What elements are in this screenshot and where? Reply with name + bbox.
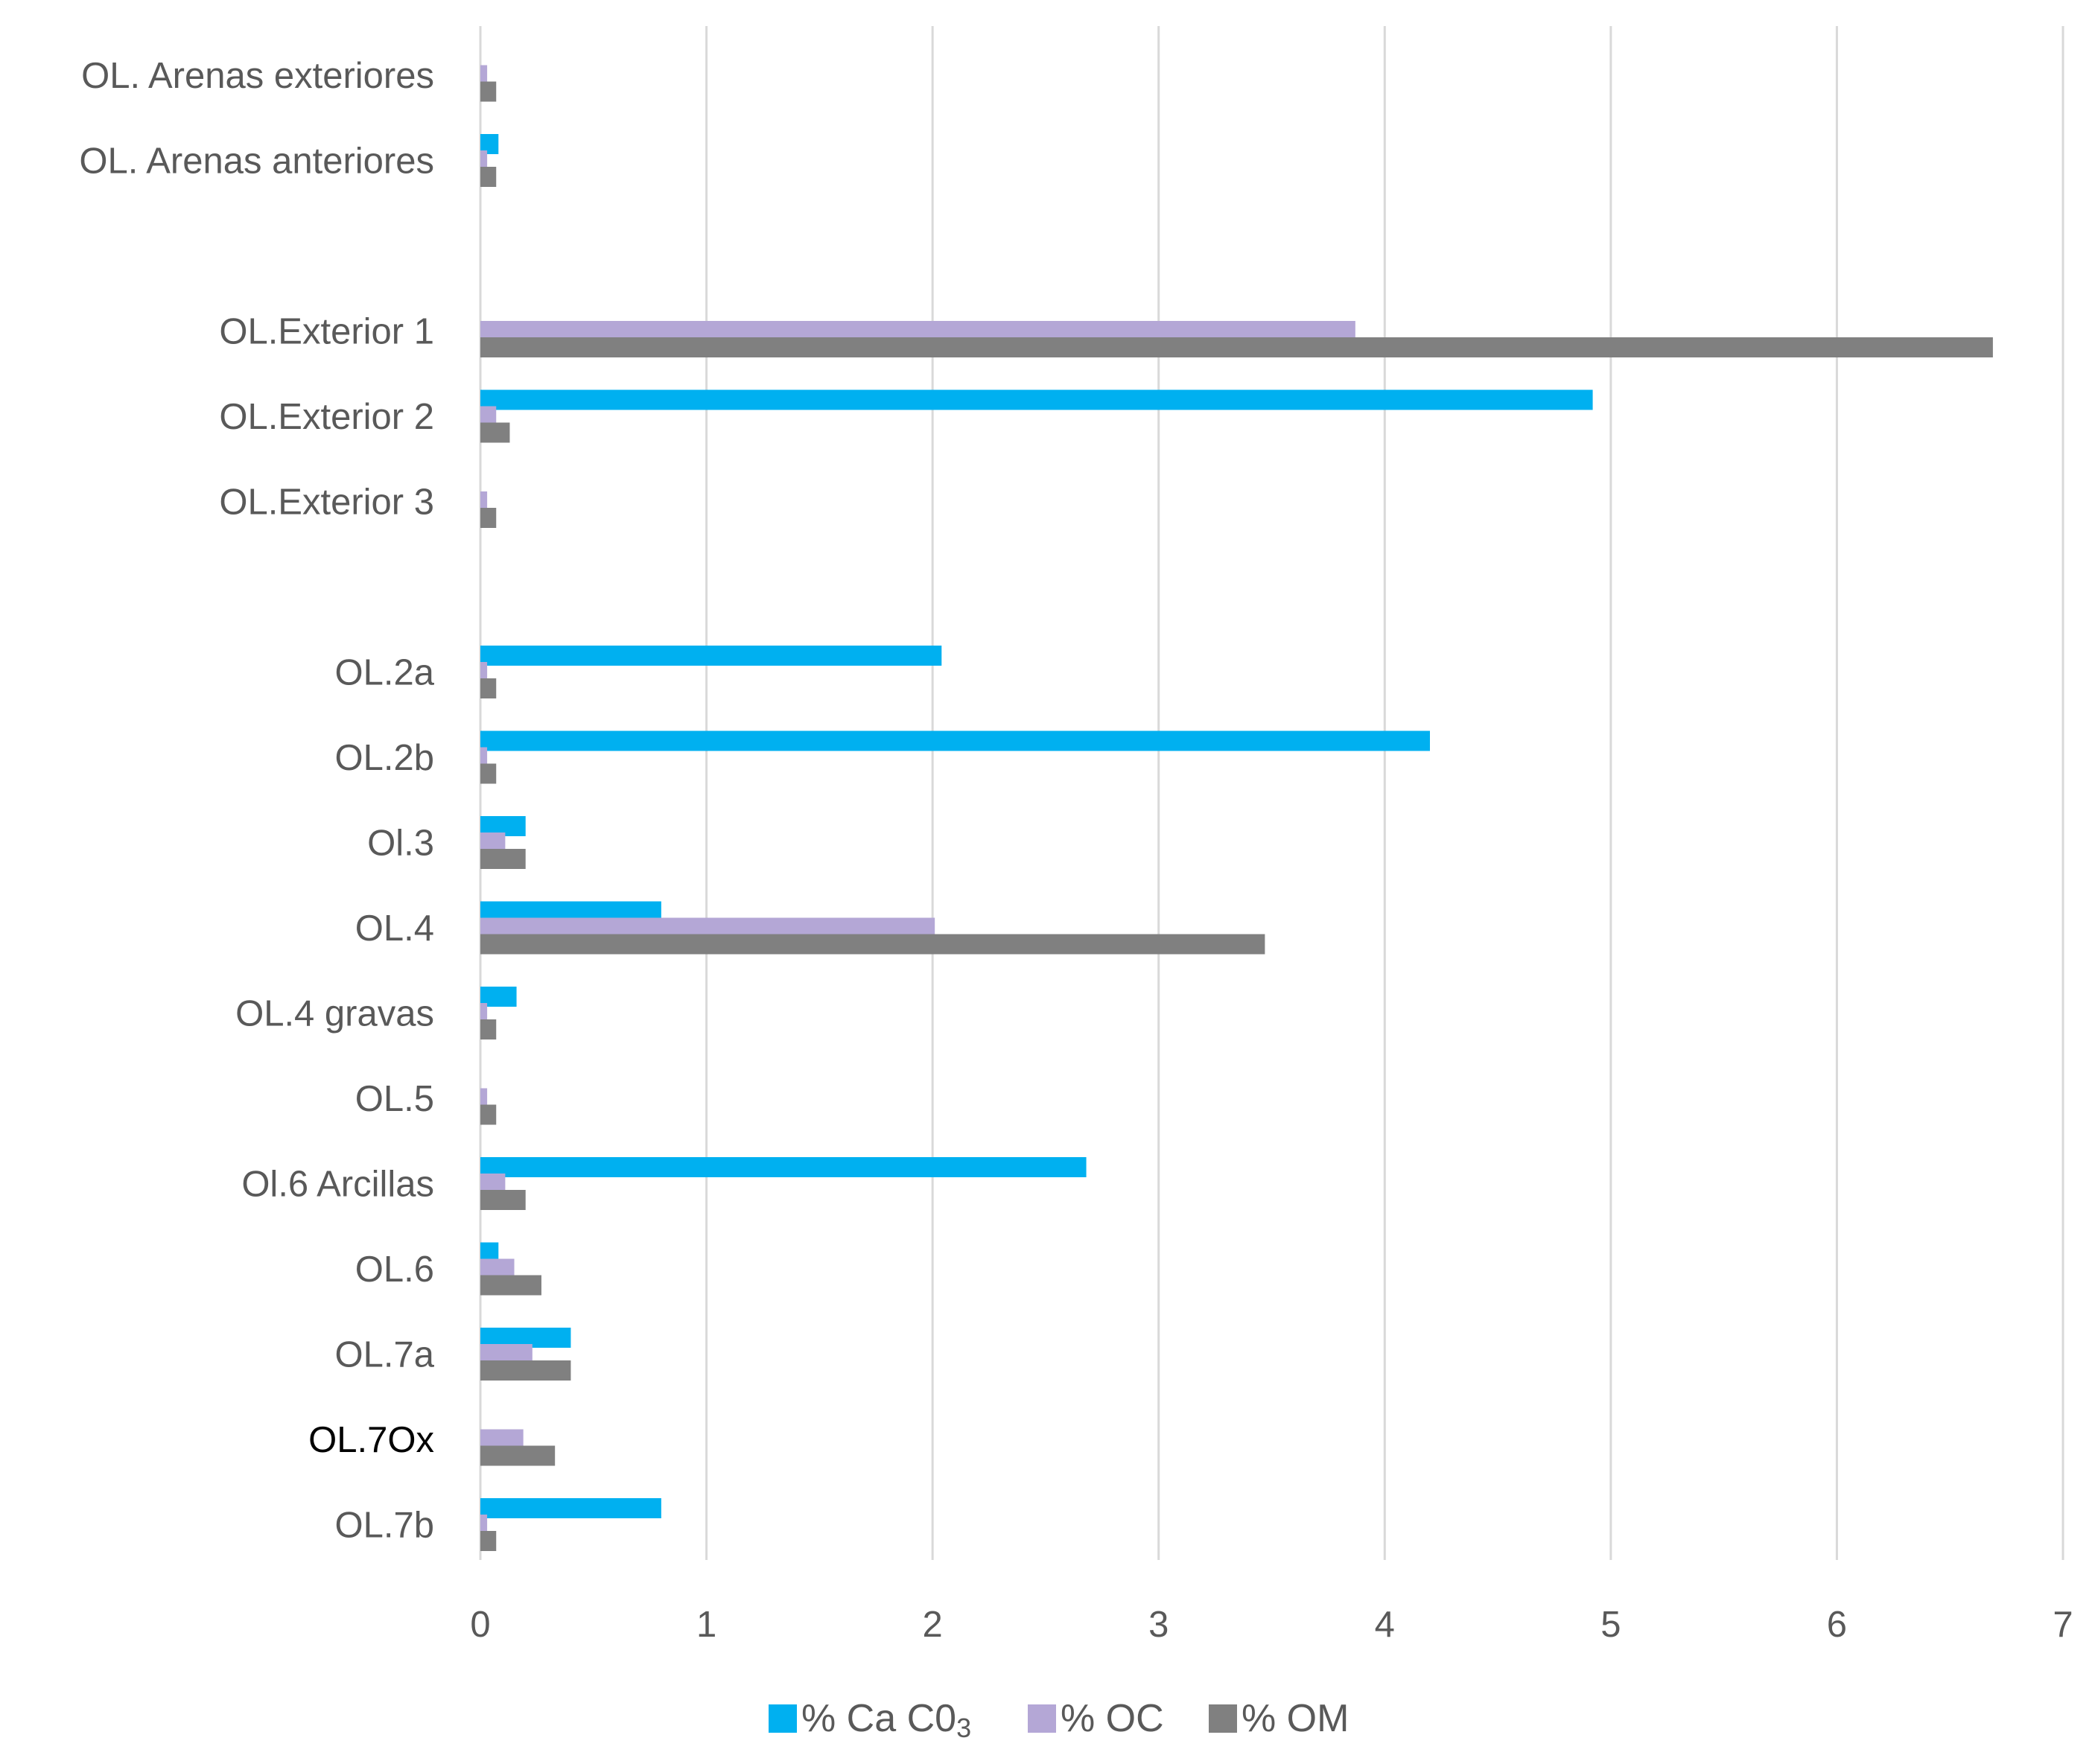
bar-oc-ol-arenas-exteriores [480, 65, 488, 86]
bar-om-ol-7ox [480, 1445, 556, 1466]
legend-label-subscript: 3 [956, 1713, 971, 1743]
bar-om-ol-arenas-exteriores [480, 81, 497, 102]
legend-swatch-ca-c0 [769, 1704, 797, 1733]
bar-ca-c0-ol-2a [480, 646, 942, 666]
bar-om-ol-2a [480, 678, 497, 698]
category-label-ol-7b: OL.7b [335, 1506, 434, 1546]
legend-swatch-oc [1028, 1704, 1056, 1733]
x-tick-label-7: 7 [2053, 1605, 2073, 1645]
bar-ca-c0-ol-2b [480, 730, 1430, 751]
x-tick-label-5: 5 [1600, 1605, 1621, 1645]
category-label-ol-6: OL.6 [355, 1249, 434, 1290]
bar-om-ol-4 [480, 934, 1265, 955]
bar-om-ol-7a [480, 1360, 571, 1381]
grid [479, 26, 2064, 1560]
legend-label-ca-c0: % Ca C03 [801, 1697, 971, 1743]
category-label-ol-exterior-2: OL.Exterior 2 [219, 397, 434, 437]
x-tick-label-3: 3 [1148, 1605, 1169, 1645]
x-tick-label-2: 2 [923, 1605, 943, 1645]
x-axis-ticks: 0 1 2 3 4 5 6 7 [470, 1605, 2073, 1645]
category-label-ol-4-gravas: OL.4 gravas [235, 994, 434, 1034]
category-label-ol-5: OL.5 [355, 1079, 434, 1119]
bar-om-ol-exterior-1 [480, 337, 1993, 357]
x-tick-label-4: 4 [1375, 1605, 1395, 1645]
category-label-ol-arenas-anteriores: OL. Arenas anteriores [79, 141, 434, 182]
legend-swatch-om [1209, 1704, 1237, 1733]
bar-oc-ol-exterior-2 [480, 406, 497, 427]
category-label-ol-2a: OL.2a [335, 653, 435, 693]
bar-om-ol-5 [480, 1104, 497, 1125]
x-tick-label-1: 1 [696, 1605, 716, 1645]
bar-om-ol-4-gravas [480, 1019, 497, 1039]
category-label-ol-3: Ol.3 [367, 824, 434, 864]
bar-om-ol-arenas-anteriores [480, 167, 497, 187]
category-label-ol-7a: OL.7a [335, 1335, 435, 1375]
bars [480, 65, 1993, 1551]
bar-om-ol-7b [480, 1531, 497, 1551]
x-tick-label-6: 6 [1827, 1605, 1847, 1645]
bar-om-ol-6-arcillas [480, 1190, 526, 1210]
category-label-ol-4: OL.4 [355, 908, 434, 949]
bar-ca-c0-ol-6-arcillas [480, 1157, 1087, 1177]
category-label-ol-2b: OL.2b [335, 738, 434, 778]
bar-oc-ol-7b [480, 1515, 488, 1535]
bar-om-ol-exterior-3 [480, 508, 497, 528]
bar-oc-ol-2a [480, 662, 488, 682]
bar-om-ol-6 [480, 1275, 541, 1296]
bar-om-ol-3 [480, 849, 526, 869]
category-label-ol-6-arcillas: Ol.6 Arcillas [241, 1165, 434, 1205]
category-label-ol-7ox: OL.7Ox [308, 1420, 434, 1460]
legend-label-oc: % OC [1061, 1697, 1164, 1740]
bar-ca-c0-ol-exterior-2 [480, 389, 1593, 410]
bar-ca-c0-ol-7b [480, 1498, 661, 1518]
bar-om-ol-exterior-2 [480, 422, 510, 443]
category-label-ol-exterior-1: OL.Exterior 1 [219, 312, 434, 352]
bar-oc-ol-4-gravas [480, 1003, 488, 1023]
category-label-ol-arenas-exteriores: OL. Arenas exteriores [81, 56, 434, 96]
bar-oc-ol-exterior-3 [480, 491, 488, 512]
category-label-ol-exterior-3: OL.Exterior 3 [219, 483, 434, 523]
bar-oc-ol-5 [480, 1088, 488, 1109]
category-labels: OL. Arenas exteriores OL. Arenas anterior… [79, 56, 434, 1546]
legend-label-om: % OM [1242, 1697, 1349, 1740]
bar-om-ol-2b [480, 763, 497, 784]
x-tick-label-0: 0 [470, 1605, 490, 1645]
bar-oc-ol-2b [480, 747, 488, 768]
legend: % Ca C03 % OC % OM [769, 1697, 1349, 1743]
bar-oc-ol-arenas-anteriores [480, 150, 488, 171]
